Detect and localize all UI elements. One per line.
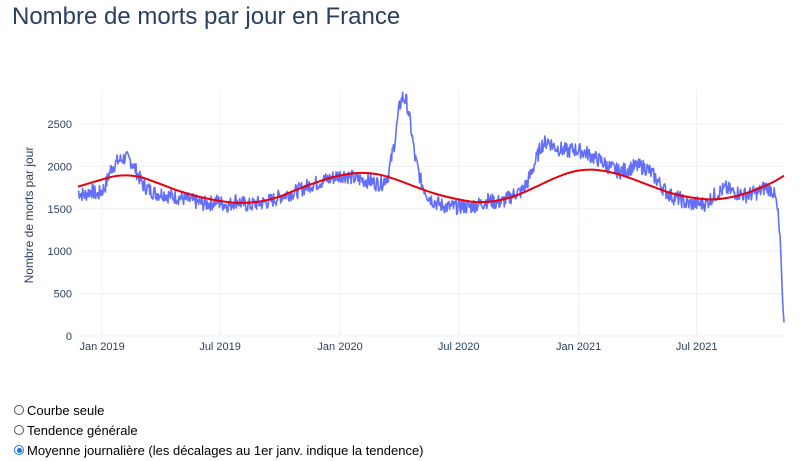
x-tick-label: Jan 2020 bbox=[317, 341, 362, 353]
radio-option-label: Moyenne journalière (les décalages au 1e… bbox=[27, 442, 424, 458]
series-layer bbox=[77, 91, 785, 323]
radio-option-label: Tendence générale bbox=[27, 422, 138, 438]
view-mode-radio-group: Courbe seule Tendence générale Moyenne j… bbox=[14, 400, 424, 460]
y-tick-label: 1000 bbox=[48, 246, 72, 258]
y-tick-label: 500 bbox=[54, 289, 72, 301]
radio-option-tendence-generale[interactable]: Tendence générale bbox=[14, 420, 424, 440]
y-axis-ticks: 0 500 1000 1500 2000 2500 bbox=[48, 119, 72, 343]
radio-option-label: Courbe seule bbox=[27, 402, 105, 418]
radio-option-courbe-seule[interactable]: Courbe seule bbox=[14, 400, 424, 420]
trend-line[interactable] bbox=[77, 168, 785, 204]
y-axis-label: Nombre de morts par jour bbox=[22, 147, 36, 284]
radio-button-icon[interactable] bbox=[14, 425, 24, 435]
radio-button-icon[interactable] bbox=[14, 445, 24, 455]
radio-button-icon[interactable] bbox=[14, 405, 24, 415]
x-axis-ticks: Jan 2019 Jul 2019 Jan 2020 Jul 2020 Jan 2021… bbox=[79, 341, 717, 353]
y-tick-label: 2000 bbox=[48, 161, 72, 173]
y-tick-label: 2500 bbox=[48, 119, 72, 131]
y-tick-label: 1500 bbox=[48, 204, 72, 216]
chart-title: Nombre de morts par jour en France bbox=[12, 3, 401, 30]
daily-deaths-line[interactable] bbox=[77, 91, 785, 323]
x-tick-label: Jul 2019 bbox=[199, 341, 241, 353]
x-tick-label: Jan 2019 bbox=[79, 341, 124, 353]
y-tick-label: 0 bbox=[66, 331, 72, 343]
x-tick-label: Jul 2020 bbox=[438, 341, 480, 353]
x-tick-label: Jul 2021 bbox=[676, 341, 718, 353]
x-tick-label: Jan 2021 bbox=[556, 341, 601, 353]
radio-option-moyenne-journaliere[interactable]: Moyenne journalière (les décalages au 1e… bbox=[14, 440, 424, 460]
grid-lines bbox=[78, 90, 784, 337]
